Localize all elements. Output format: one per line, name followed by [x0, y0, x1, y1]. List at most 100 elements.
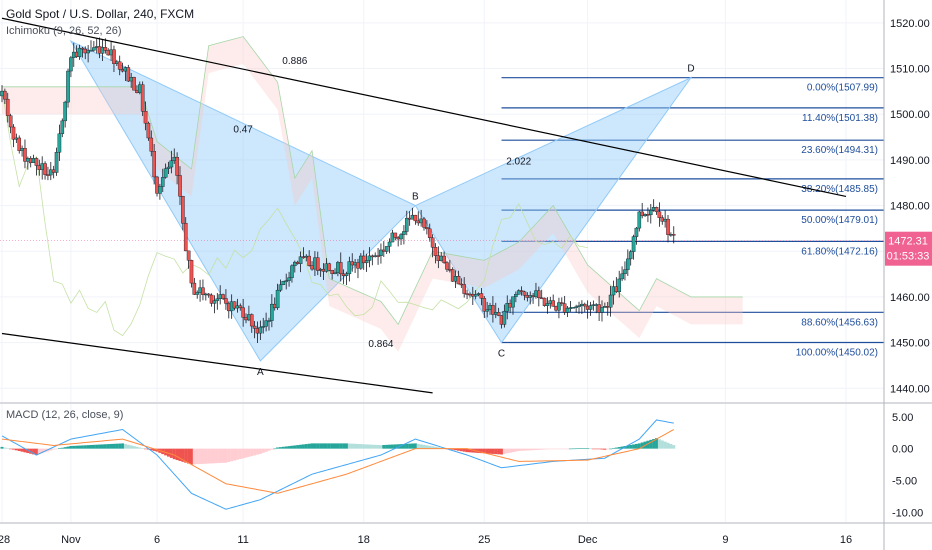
candle-body[interactable] — [86, 50, 90, 54]
candle-body[interactable] — [252, 325, 257, 329]
candle-body[interactable] — [502, 310, 507, 325]
candle-body[interactable] — [393, 232, 398, 238]
trendline[interactable] — [1, 332, 433, 394]
candle-body[interactable] — [425, 227, 429, 230]
candle-body[interactable] — [166, 166, 171, 169]
candle-body[interactable] — [330, 270, 334, 274]
candle-body[interactable] — [163, 168, 168, 178]
candle-body[interactable] — [640, 211, 644, 217]
candle-body[interactable] — [80, 47, 85, 50]
candle-body[interactable] — [11, 126, 16, 140]
candle-body[interactable] — [284, 280, 289, 282]
candle-body[interactable] — [290, 265, 294, 278]
candle-body[interactable] — [514, 294, 518, 297]
candle-body[interactable] — [264, 320, 268, 327]
candle-body[interactable] — [307, 255, 311, 266]
candle-body[interactable] — [344, 273, 349, 276]
candle-body[interactable] — [516, 290, 521, 295]
candle-body[interactable] — [430, 237, 435, 248]
candle-body[interactable] — [77, 47, 82, 57]
candle-body[interactable] — [511, 296, 515, 308]
candle-body[interactable] — [181, 196, 185, 224]
candle-body[interactable] — [270, 303, 274, 321]
candle-body[interactable] — [327, 263, 332, 271]
candle-body[interactable] — [433, 247, 438, 256]
candle-body[interactable] — [149, 137, 154, 152]
candle-body[interactable] — [620, 273, 624, 280]
candle-body[interactable] — [537, 290, 541, 299]
candle-body[interactable] — [333, 272, 337, 275]
candle-body[interactable] — [367, 255, 372, 261]
candle-body[interactable] — [427, 228, 432, 238]
candle-body[interactable] — [379, 249, 383, 256]
candle-body[interactable] — [364, 260, 369, 264]
candle-body[interactable] — [281, 281, 286, 285]
candle-body[interactable] — [287, 277, 291, 281]
candle-body[interactable] — [637, 211, 642, 229]
candle-body[interactable] — [140, 84, 145, 112]
candle-body[interactable] — [175, 157, 179, 176]
candle-body[interactable] — [143, 111, 148, 124]
candle-body[interactable] — [315, 257, 320, 271]
candle-body[interactable] — [92, 47, 96, 51]
candle-body[interactable] — [361, 255, 366, 264]
candle-body[interactable] — [338, 262, 343, 275]
candle-body[interactable] — [413, 214, 418, 222]
candle-body[interactable] — [617, 278, 622, 293]
candle-body[interactable] — [399, 234, 403, 240]
main-pane[interactable] — [0, 0, 884, 402]
candle-body[interactable] — [232, 301, 237, 309]
candle-body[interactable] — [183, 222, 188, 252]
macd-label[interactable]: MACD (12, 26, close, 9) — [6, 409, 123, 421]
candle-body[interactable] — [209, 294, 214, 304]
candle-body[interactable] — [450, 269, 455, 282]
candle-body[interactable] — [8, 115, 13, 128]
candle-body[interactable] — [89, 49, 93, 52]
candle-body[interactable] — [249, 314, 254, 327]
candle-body[interactable] — [445, 262, 449, 270]
candle-body[interactable] — [54, 152, 59, 173]
candle-body[interactable] — [485, 309, 489, 312]
candle-body[interactable] — [17, 137, 22, 151]
candle-body[interactable] — [628, 251, 633, 260]
candle-body[interactable] — [462, 284, 466, 294]
candle-body[interactable] — [201, 287, 205, 295]
candle-body[interactable] — [3, 90, 7, 100]
signal-line[interactable] — [1, 429, 674, 494]
candle-body[interactable] — [267, 320, 271, 322]
candle-body[interactable] — [34, 158, 39, 166]
candle-body[interactable] — [551, 300, 555, 307]
candle-body[interactable] — [422, 218, 426, 228]
candle-body[interactable] — [387, 241, 392, 247]
macd-pane[interactable] — [0, 404, 884, 522]
candle-body[interactable] — [496, 312, 501, 316]
candle-body[interactable] — [557, 302, 561, 311]
candle-body[interactable] — [23, 148, 27, 162]
candle-body[interactable] — [60, 120, 65, 134]
candle-body[interactable] — [608, 294, 613, 308]
time-axis[interactable]: 28 Nov 6 11 18 25 Dec 9 16 — [0, 534, 852, 546]
candle-body[interactable] — [574, 306, 578, 308]
candle-body[interactable] — [479, 293, 484, 299]
price-axis[interactable]: 1440.001450.001460.001470.001480.001490.… — [885, 18, 932, 395]
candle-body[interactable] — [519, 290, 524, 292]
candle-body[interactable] — [657, 211, 662, 218]
pattern-xab-triangle[interactable] — [69, 39, 417, 362]
candle-body[interactable] — [224, 298, 228, 304]
candle-body[interactable] — [293, 261, 297, 267]
candle-body[interactable] — [298, 256, 303, 264]
candle-body[interactable] — [522, 291, 527, 296]
candle-body[interactable] — [178, 175, 182, 197]
candle-body[interactable] — [347, 261, 352, 275]
candle-body[interactable] — [261, 326, 266, 328]
candle-body[interactable] — [5, 98, 10, 116]
candle-body[interactable] — [582, 303, 587, 307]
candle-body[interactable] — [258, 326, 263, 334]
candle-body[interactable] — [103, 47, 108, 51]
trendline[interactable] — [1, 17, 847, 198]
candle-body[interactable] — [559, 302, 564, 304]
candle-body[interactable] — [631, 236, 636, 252]
candle-body[interactable] — [146, 122, 151, 139]
candle-body[interactable] — [654, 207, 659, 212]
candle-body[interactable] — [376, 255, 380, 257]
